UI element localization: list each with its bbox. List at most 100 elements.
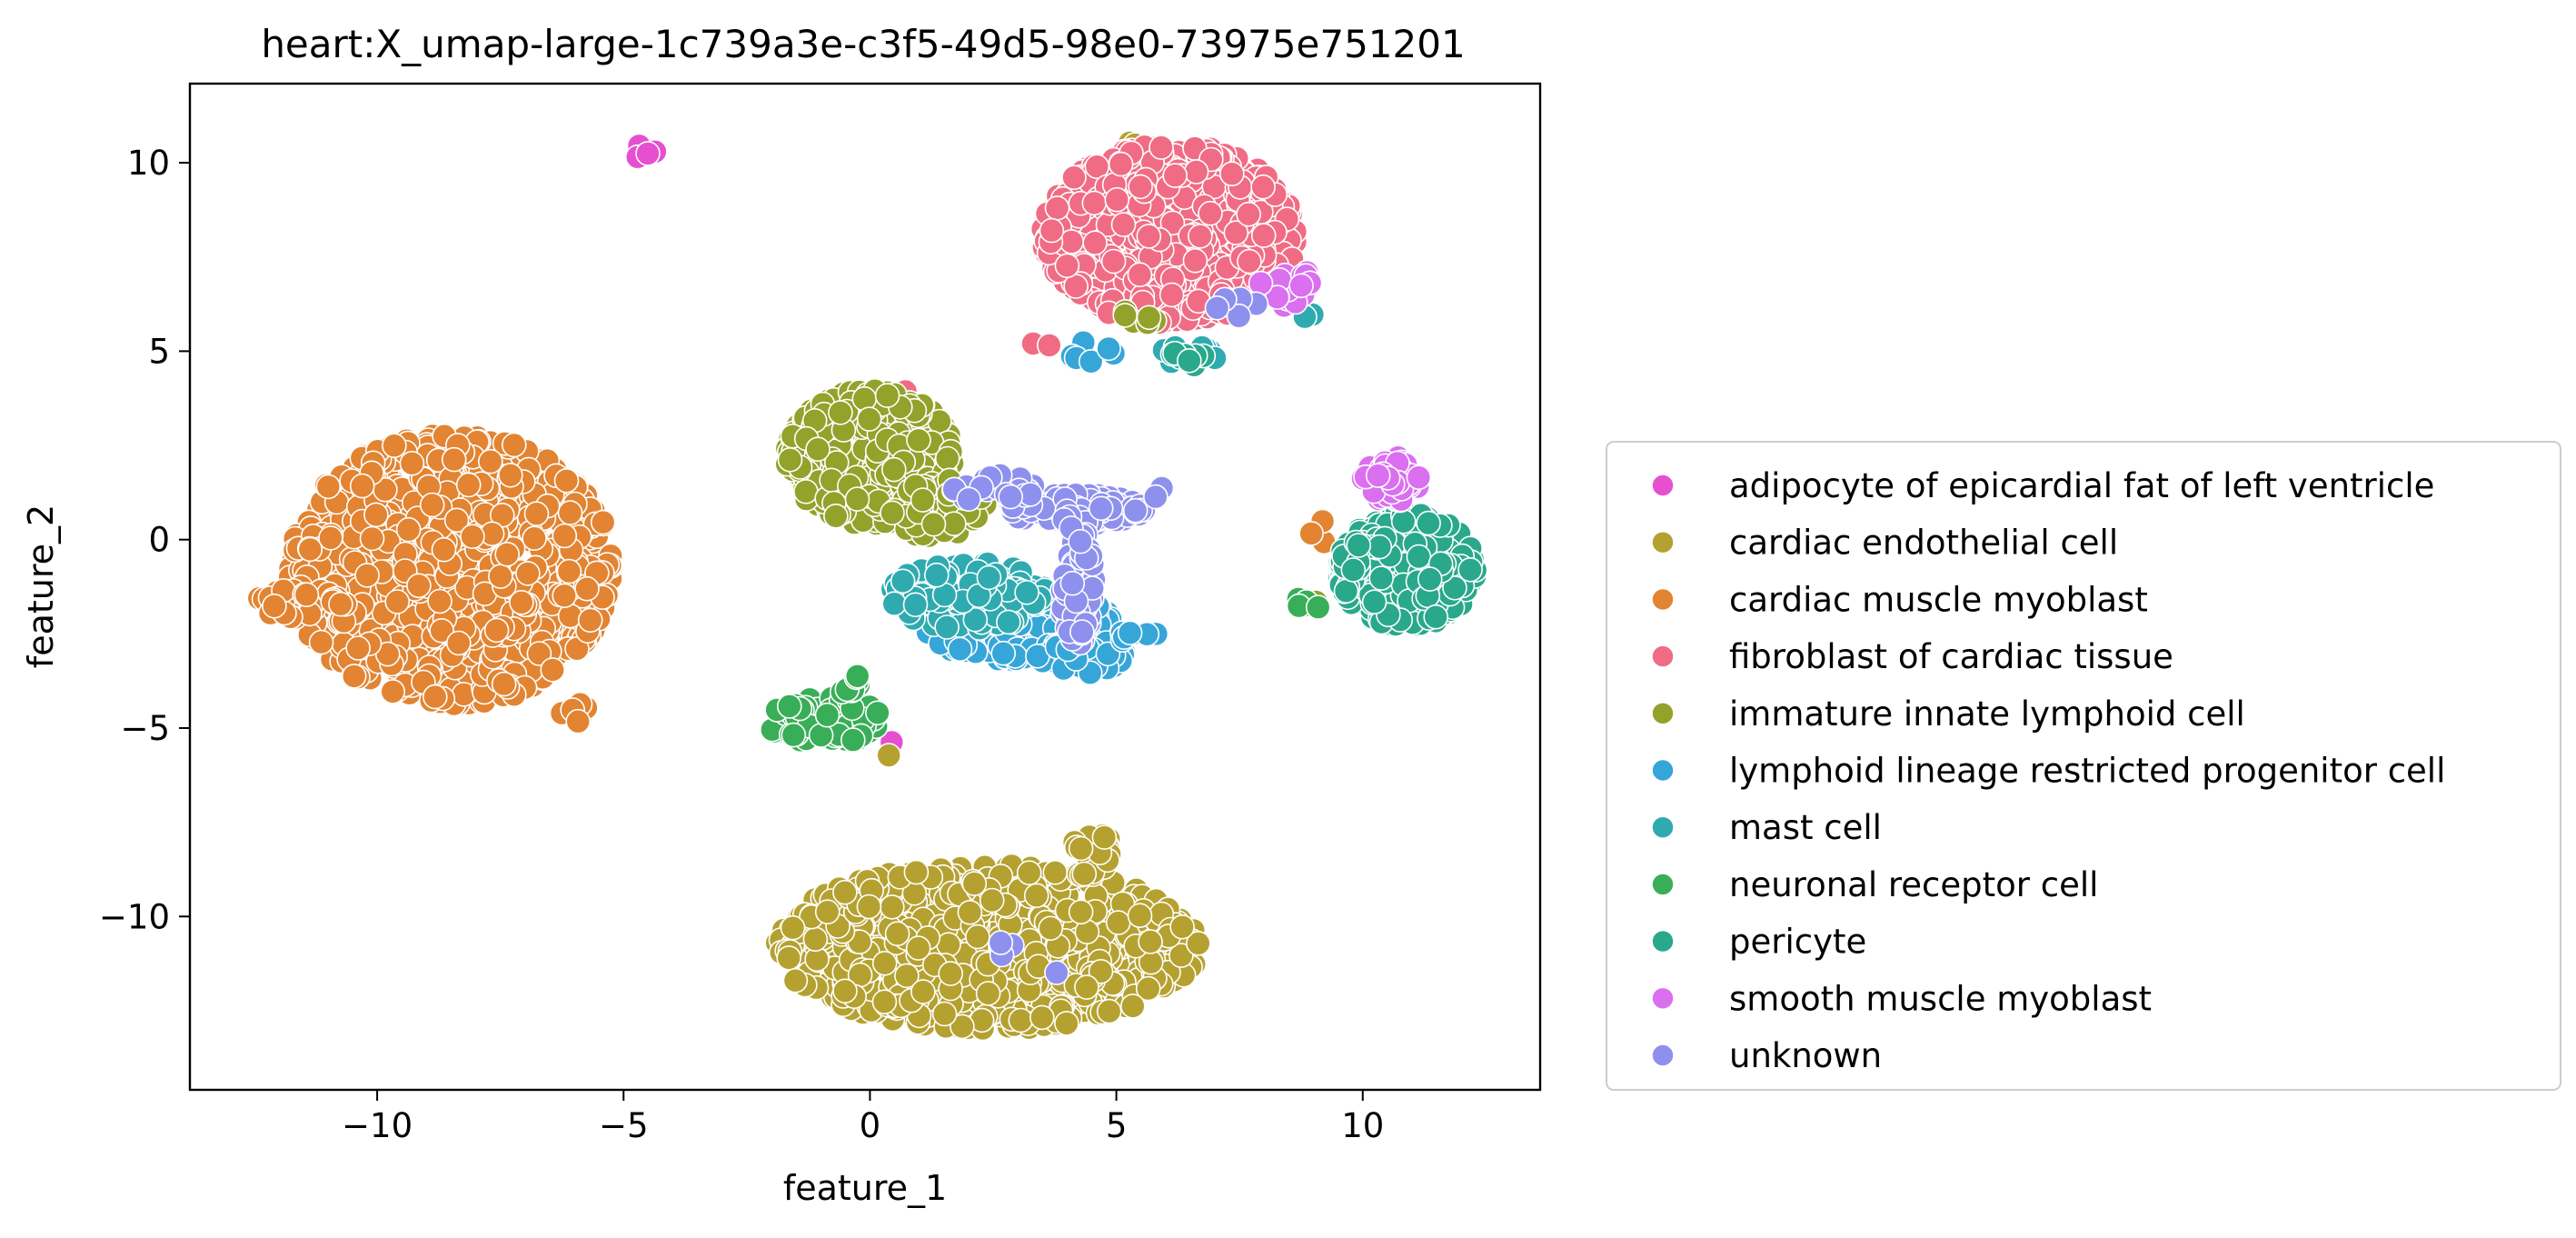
data-point: [874, 383, 900, 408]
data-point: [828, 400, 853, 425]
data-point: [1390, 508, 1417, 534]
data-point: [975, 981, 1001, 1006]
x-tick-label: 5: [1106, 1106, 1128, 1145]
data-point: [315, 474, 342, 500]
legend-marker: [1651, 1043, 1675, 1067]
data-point: [460, 524, 485, 550]
legend-label: immature innate lymphoid cell: [1729, 694, 2245, 734]
data-point: [865, 700, 890, 726]
data-point: [844, 663, 870, 689]
data-point: [553, 467, 580, 494]
data-point: [574, 575, 600, 602]
data-point: [1250, 223, 1277, 248]
x-axis: −10 −5 0 5 10: [342, 1090, 1384, 1145]
data-point: [297, 536, 323, 563]
data-point: [876, 743, 902, 768]
data-point: [565, 708, 592, 734]
legend-label: smooth muscle myoblast: [1729, 979, 2152, 1018]
legend-label: cardiac endothelial cell: [1729, 524, 2118, 563]
data-point: [262, 593, 287, 619]
data-point: [1162, 163, 1188, 188]
data-point: [1096, 335, 1121, 362]
data-point: [483, 617, 510, 644]
legend-marker: [1651, 815, 1675, 840]
series-cardiac-endothelial-cell: [764, 130, 1211, 1042]
data-point: [890, 568, 916, 594]
legend-label: neuronal receptor cell: [1729, 865, 2098, 904]
data-point: [910, 487, 936, 513]
data-point: [871, 951, 898, 976]
data-point: [526, 641, 552, 666]
legend-label: mast cell: [1729, 808, 1882, 847]
legend-marker: [1651, 474, 1675, 497]
data-point: [782, 967, 809, 993]
data-point: [881, 591, 908, 617]
data-point: [488, 564, 513, 589]
data-point: [880, 500, 905, 526]
data-point: [577, 607, 603, 634]
legend: adipocyte of epicardial fat of left vent…: [1606, 441, 2561, 1091]
data-point: [406, 573, 432, 599]
data-point: [1044, 195, 1070, 221]
data-point: [455, 472, 482, 498]
data-point: [1136, 224, 1162, 249]
data-point: [894, 963, 920, 989]
data-point: [1128, 174, 1153, 200]
data-point: [950, 1013, 975, 1040]
data-point: [814, 899, 840, 925]
data-point: [557, 500, 583, 525]
data-point: [359, 525, 385, 552]
data-point: [1305, 594, 1331, 620]
data-point: [1423, 604, 1448, 630]
data-point: [832, 978, 858, 1004]
data-point: [1054, 253, 1080, 279]
data-point: [976, 564, 1002, 591]
data-point: [934, 614, 960, 640]
data-point: [1081, 190, 1108, 216]
scatter-points: [246, 130, 1488, 1042]
data-point: [328, 591, 353, 617]
data-point: [1088, 959, 1114, 984]
data-point: [1023, 883, 1049, 909]
data-point: [1248, 270, 1274, 296]
legend-marker: [1651, 986, 1675, 1011]
data-point: [1183, 159, 1209, 185]
data-point: [509, 589, 534, 615]
data-point: [844, 486, 870, 512]
data-point: [556, 558, 582, 584]
data-point: [880, 456, 907, 483]
data-point: [341, 664, 367, 689]
legend-marker: [1651, 929, 1675, 953]
data-point: [590, 509, 616, 535]
data-point: [988, 930, 1014, 955]
legend-label: pericyte: [1729, 923, 1866, 962]
data-point: [1237, 248, 1262, 275]
data-point: [776, 694, 802, 719]
data-point: [1088, 495, 1114, 522]
data-point: [1117, 620, 1143, 646]
data-point: [382, 433, 407, 459]
data-point: [445, 630, 472, 656]
data-point: [1198, 200, 1223, 226]
data-point: [318, 525, 343, 551]
data-point: [1340, 557, 1367, 583]
data-point: [1110, 212, 1137, 237]
data-point: [1182, 247, 1208, 274]
data-point: [1346, 533, 1371, 558]
data-point: [491, 671, 517, 697]
data-point: [781, 722, 807, 748]
data-point: [1037, 333, 1062, 358]
y-tick-label: −10: [99, 897, 170, 936]
data-point: [395, 516, 422, 543]
y-tick-label: −5: [120, 709, 170, 748]
data-point: [1108, 151, 1134, 177]
data-point: [1169, 943, 1194, 968]
data-point: [905, 935, 931, 961]
data-point: [1367, 534, 1393, 560]
data-point: [635, 141, 661, 166]
data-point: [419, 492, 445, 518]
data-point: [1333, 578, 1359, 604]
data-point: [1149, 135, 1174, 160]
x-tick-label: 10: [1341, 1106, 1384, 1145]
